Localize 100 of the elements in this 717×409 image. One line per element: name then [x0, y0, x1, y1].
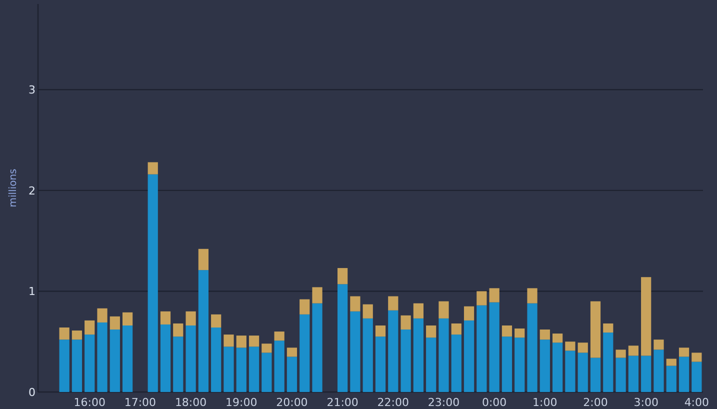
bar [97, 308, 108, 322]
bar [224, 346, 234, 392]
bar [186, 311, 196, 326]
bar [628, 346, 638, 356]
bar [565, 342, 576, 351]
bar [59, 340, 70, 392]
bar [514, 338, 525, 392]
bar [224, 334, 234, 347]
bar [476, 291, 487, 306]
bar [666, 366, 676, 392]
y-tick-label: 3 [28, 84, 36, 97]
bar [603, 323, 614, 333]
bar [641, 277, 652, 356]
bar [148, 174, 158, 392]
bar [438, 318, 449, 392]
bar [476, 305, 487, 392]
bar [654, 350, 664, 392]
bar [426, 325, 436, 338]
bar [72, 340, 82, 392]
bar [552, 334, 563, 343]
bar [248, 336, 260, 347]
x-tick-label: 1:00 [532, 396, 558, 409]
bar [552, 342, 563, 392]
x-tick-label: 16:00 [74, 396, 106, 409]
bar [413, 303, 424, 318]
bar [236, 348, 246, 392]
bar [362, 318, 373, 392]
bar [84, 320, 95, 335]
bar [110, 330, 120, 392]
bar [464, 320, 474, 392]
bar [59, 328, 70, 340]
bar [375, 325, 386, 337]
x-tick-label: 2:00 [583, 396, 608, 409]
bar [616, 350, 626, 358]
bar [678, 356, 690, 392]
x-tick-label: 19:00 [226, 396, 258, 409]
bar [400, 315, 411, 330]
bar [451, 334, 462, 392]
bar [692, 352, 702, 362]
bar [84, 334, 95, 392]
bar [286, 356, 298, 392]
bar [590, 301, 601, 358]
bar [527, 303, 538, 392]
x-tick-label: 0:00 [482, 396, 507, 409]
bar [248, 346, 260, 392]
bar [236, 336, 246, 348]
bar [350, 311, 360, 392]
x-tick-label: 4:00 [684, 396, 710, 409]
bar [186, 325, 196, 392]
bar [451, 323, 462, 335]
x-tick-label: 3:00 [634, 396, 658, 409]
bar [654, 340, 664, 350]
bar [388, 310, 398, 392]
bar [148, 162, 158, 174]
bar [527, 288, 538, 304]
bar [400, 330, 411, 392]
bar [489, 302, 500, 392]
x-tick-label: 23:00 [428, 396, 460, 409]
bar [616, 358, 626, 392]
bar [72, 330, 82, 340]
bar [198, 270, 208, 392]
bar [338, 284, 348, 392]
bar [464, 306, 474, 320]
bar [198, 248, 208, 270]
bar [666, 358, 676, 366]
bar [122, 325, 133, 392]
bar [565, 350, 576, 392]
bar [122, 312, 133, 326]
bar [160, 311, 171, 324]
bar [312, 287, 322, 304]
bar [274, 340, 284, 392]
bar [338, 268, 348, 284]
bar [375, 336, 386, 392]
bar [502, 336, 512, 392]
y-tick-label: 2 [28, 184, 36, 198]
bar [286, 348, 298, 357]
y-tick-label: 1 [28, 285, 36, 298]
bar [300, 314, 310, 392]
x-tick-label: 20:00 [276, 396, 308, 409]
bar [211, 314, 222, 328]
bar [641, 356, 652, 392]
bar [388, 296, 398, 310]
x-tick-label: 18:00 [174, 396, 207, 409]
bar [274, 332, 284, 341]
bar [160, 324, 171, 392]
bar [312, 303, 322, 392]
bar [262, 344, 272, 353]
bar [678, 348, 690, 357]
x-tick-label: 21:00 [326, 396, 358, 409]
bar [110, 316, 120, 330]
bar [489, 288, 500, 302]
bar [540, 340, 550, 392]
bar [603, 332, 614, 392]
bar [578, 352, 588, 392]
bar [426, 338, 436, 392]
bar [590, 358, 601, 392]
bar [173, 336, 184, 392]
bar [628, 356, 638, 392]
bar [540, 330, 550, 340]
y-axis-title: millions [8, 168, 19, 208]
